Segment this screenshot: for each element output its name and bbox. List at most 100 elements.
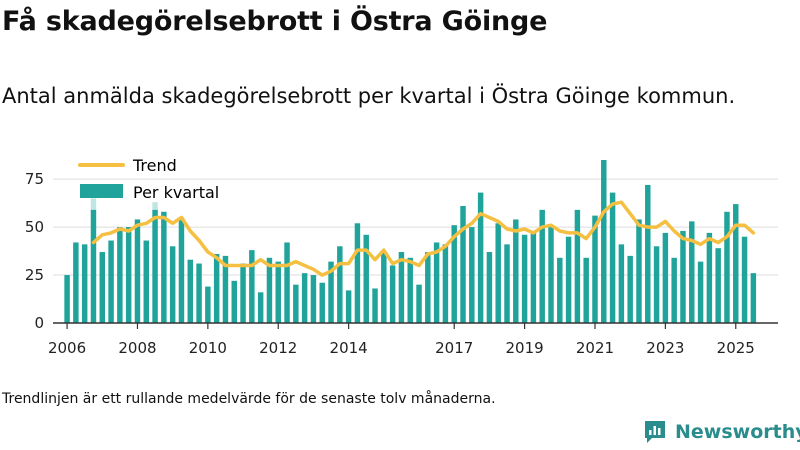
bar [530, 232, 537, 323]
bar [169, 246, 176, 323]
bar [64, 275, 70, 323]
bar [653, 246, 660, 323]
bar [433, 242, 440, 323]
bar [337, 246, 343, 323]
bar [416, 284, 422, 323]
bar [99, 252, 105, 323]
bar [689, 221, 695, 323]
bar [477, 192, 484, 323]
bar [310, 275, 317, 323]
bar [715, 248, 721, 323]
legend-bar-label: Per kvartal [133, 183, 219, 202]
bar [345, 290, 352, 323]
x-tick-label: 2012 [259, 339, 297, 357]
x-tick-label: 2017 [435, 339, 473, 357]
bar [328, 261, 334, 323]
bar [257, 292, 264, 323]
bar [90, 209, 97, 323]
bar [469, 227, 475, 323]
bar [143, 240, 149, 323]
bar [293, 284, 299, 323]
bar [363, 234, 369, 323]
bar [398, 252, 405, 323]
bars-layer [64, 160, 757, 323]
newsworthy-logo-icon [645, 421, 665, 443]
bar [671, 257, 677, 323]
bar [108, 240, 114, 323]
trend-layer [91, 200, 756, 277]
bar [680, 230, 686, 323]
bar [266, 257, 273, 323]
bar [205, 286, 211, 323]
bar [750, 273, 757, 323]
bar [539, 209, 545, 323]
bar [161, 211, 167, 323]
ticks-layer: 0 25 50 75 2006 2008 2010 2012 2014 2017 2019 2021 2… [25, 170, 755, 357]
bar [741, 236, 748, 323]
bar [301, 273, 308, 323]
legend: Trend Per kvartal [78, 156, 219, 202]
bar [636, 219, 642, 323]
chart-subtitle: Antal anmälda skadegörelsebrott per kvar… [2, 84, 736, 108]
bar [152, 209, 158, 323]
chart: 0 25 50 75 2006 2008 2010 2012 2014 2017 2019 2021 2… [25, 156, 778, 357]
bar [513, 219, 519, 323]
footnote: Trendlinjen är ett rullande medelvärde f… [2, 391, 496, 407]
bar [354, 223, 361, 323]
bar [196, 263, 202, 323]
bar [425, 252, 431, 323]
bar [451, 225, 457, 323]
bar [319, 282, 325, 323]
bar [389, 265, 396, 323]
bar [724, 211, 730, 323]
bar [284, 242, 290, 323]
x-tick-label: 2023 [646, 339, 684, 357]
y-tick-label: 0 [34, 314, 44, 332]
bar [592, 215, 598, 323]
x-tick-label: 2021 [576, 339, 614, 357]
bar [381, 252, 387, 323]
bar [178, 217, 185, 323]
bar [548, 227, 554, 323]
bar [73, 242, 79, 323]
bar [81, 244, 88, 323]
y-tick-label: 25 [25, 266, 44, 284]
bar [125, 227, 132, 323]
brand-name: Newsworthy [675, 421, 800, 443]
bar [574, 209, 581, 323]
bar [231, 280, 237, 323]
bar [240, 263, 246, 323]
bar [609, 192, 616, 323]
bar [275, 261, 281, 323]
x-tick-label: 2010 [189, 339, 227, 357]
bar [706, 232, 713, 323]
trend-line [91, 200, 756, 277]
bar [627, 255, 633, 323]
x-tick-label: 2019 [506, 339, 544, 357]
bar [372, 288, 378, 323]
x-tick-label: 2014 [330, 339, 368, 357]
bar-highlight [90, 198, 97, 210]
chart-title: Få skadegörelsebrott i Östra Göinge [2, 6, 548, 37]
bar [733, 204, 739, 323]
bar [495, 223, 501, 323]
legend-bar-swatch [80, 184, 123, 198]
bar [442, 244, 449, 323]
bar [565, 236, 572, 323]
bar [504, 244, 510, 323]
bar [460, 206, 466, 323]
bar [662, 232, 669, 323]
bar [697, 261, 704, 323]
bar [645, 184, 651, 323]
bar [521, 234, 528, 323]
bar [618, 244, 625, 323]
bar [601, 160, 607, 323]
bar [222, 255, 229, 323]
y-tick-label: 50 [25, 218, 44, 236]
bar [213, 253, 220, 323]
bar [486, 252, 493, 323]
bar [134, 219, 141, 323]
bar [557, 257, 563, 323]
bar [407, 257, 413, 323]
bar [187, 259, 193, 323]
